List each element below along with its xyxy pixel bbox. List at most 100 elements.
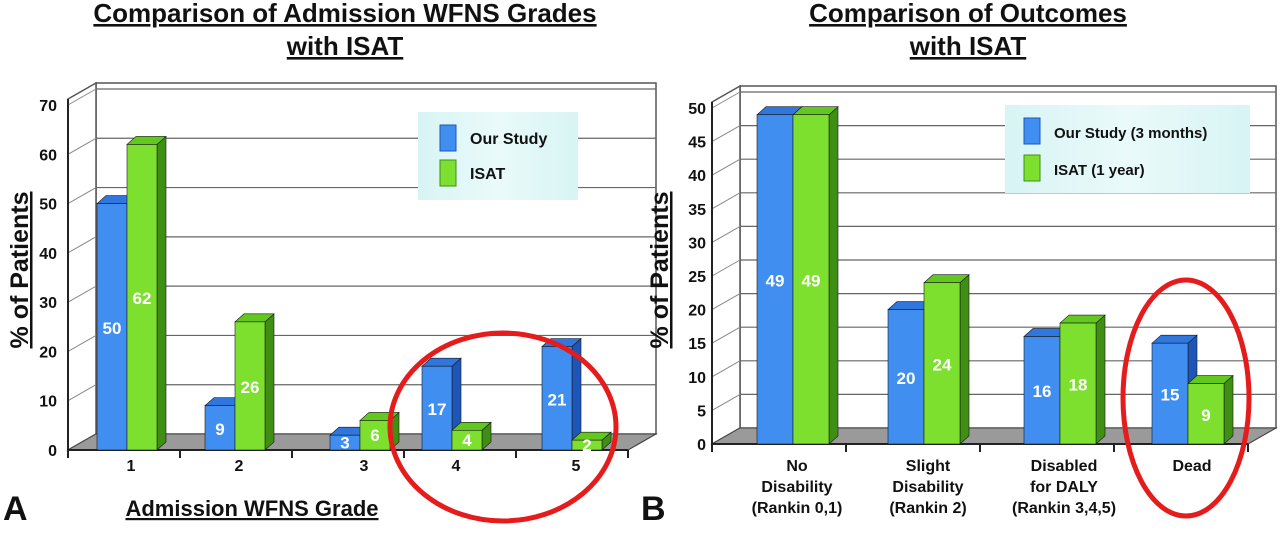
- panel-b-data-label: 16: [1033, 382, 1052, 401]
- panel-b-legend-swatch-2: [1023, 154, 1041, 182]
- panel-b-gridline-side: [711, 225, 741, 243]
- panel-a-y-tick-label: 10: [39, 394, 57, 411]
- panel-b-gridline-side: [711, 192, 741, 210]
- panel-a-category-label: 1: [127, 458, 136, 475]
- panel-b-category-label: (Rankin 0,1): [752, 500, 843, 517]
- panel-b-legend-background: [1005, 105, 1250, 193]
- panel-a-letter: A: [3, 490, 28, 528]
- panel-b-bar: [887, 309, 925, 445]
- panel-b-data-label: 24: [933, 355, 952, 374]
- panel-a-y-tick-label: 30: [39, 295, 57, 312]
- panel-a-gridline-side: [67, 236, 97, 254]
- panel-b-legend-label-1: Our Study (3 months): [1054, 125, 1207, 142]
- panel-b-bar: [1023, 336, 1061, 445]
- panel-a-gridline-side: [67, 88, 97, 106]
- panel-a-legend-label-1: Our Study: [470, 131, 547, 148]
- panel-b-y-tick-label: 10: [688, 370, 706, 387]
- panel-b-floor-edge: [1247, 427, 1277, 445]
- panel-b-category-label: Disability: [892, 479, 963, 496]
- panel-b-bar-group: 49: [792, 106, 839, 445]
- panel-a-category-label: 4: [452, 458, 461, 475]
- panel-b-gridline-side: [711, 91, 741, 109]
- panel-a-category-label: 3: [360, 458, 369, 475]
- panel-b-bar-group: 15: [1151, 334, 1198, 445]
- panel-a-gridline-side: [67, 137, 97, 155]
- panel-a-bar-group: 4: [451, 421, 492, 451]
- panel-b-bar-side: [1095, 314, 1106, 445]
- panel-a-data-label: 62: [133, 289, 152, 308]
- panel-a-y-axis-label: % of Patients: [6, 192, 34, 349]
- panel-a-category-label: 2: [235, 458, 244, 475]
- panel-b-legend: Our Study (3 months) ISAT (1 year): [1005, 105, 1250, 193]
- panel-b-bar-side: [959, 274, 970, 445]
- panel-b-category-label: No: [786, 458, 808, 475]
- panel-a-data-label: 21: [548, 390, 567, 409]
- panel-b-gridline-side: [711, 293, 741, 311]
- panel-a-side-wall: [67, 81, 97, 452]
- panel-a-bar-side: [156, 135, 167, 451]
- panel-b-bar-side: [1223, 374, 1234, 445]
- panel-a-y-tick-label: 60: [39, 147, 57, 164]
- panel-b-y-tick-label: 5: [697, 403, 706, 420]
- panel-b-category-label: (Rankin 2): [889, 500, 966, 517]
- panel-b-category-label: Disabled: [1031, 458, 1098, 475]
- panel-b-bar: [756, 114, 794, 445]
- panel-b-gridline-side: [711, 259, 741, 277]
- panel-b-legend-label-2: ISAT (1 year): [1054, 162, 1145, 179]
- panel-a-bar-group: 2: [571, 431, 612, 455]
- panel-b-title-line2: with ISAT: [909, 31, 1027, 61]
- panel-b-y-tick-label: 0: [697, 437, 706, 454]
- panel-a-title-line1: Comparison of Admission WFNS Grades: [93, 0, 596, 28]
- panel-a-gridline-side: [67, 334, 97, 352]
- panel-a-legend-label-2: ISAT: [470, 166, 505, 183]
- panel-a-legend-swatch-1: [439, 124, 457, 152]
- panel-b-y-tick-label: 25: [688, 269, 706, 286]
- panel-b-data-label: 18: [1069, 376, 1088, 395]
- panel-b-title-line1: Comparison of Outcomes: [809, 0, 1127, 28]
- panel-a-data-label: 17: [428, 400, 447, 419]
- panel-b-y-tick-label: 45: [688, 135, 706, 152]
- panel-b-y-tick-label: 40: [688, 168, 706, 185]
- panel-b-bar: [1059, 322, 1097, 445]
- panel-b-bar-group: 9: [1187, 374, 1234, 445]
- panel-a-data-label: 3: [340, 434, 349, 453]
- panel-a-y-tick-label: 20: [39, 344, 57, 361]
- panel-b-y-tick-label: 35: [688, 202, 706, 219]
- panel-a-y-tick-label: 0: [48, 443, 57, 460]
- panel-a-bar-side: [264, 313, 275, 451]
- panel-a-bar: [541, 346, 573, 451]
- panel-b-gridline-side: [711, 326, 741, 344]
- panel-b-y-tick-label: 30: [688, 235, 706, 252]
- panel-b-data-label: 15: [1161, 386, 1180, 405]
- panel-b-y-tick-label: 15: [688, 336, 706, 353]
- panel-b-gridline-side: [711, 360, 741, 378]
- panel-b-data-label: 20: [897, 369, 916, 388]
- panel-b-y-tick-label: 20: [688, 303, 706, 320]
- panel-b-bar: [792, 114, 830, 445]
- panel-a-y-tick-label: 40: [39, 246, 57, 263]
- panel-a-bar: [204, 405, 236, 451]
- panel-a-x-axis-label: Admission WFNS Grade: [125, 496, 378, 521]
- panel-b-gridline-side: [711, 158, 741, 176]
- panel-a-data-label: 9: [215, 420, 224, 439]
- panel-b-bar: [1151, 342, 1189, 445]
- panel-b-gridline-side: [711, 393, 741, 411]
- panel-a-bar: [571, 439, 603, 451]
- panel-a-bar: [234, 321, 266, 451]
- panel-b-y-tick-label: 50: [688, 101, 706, 118]
- panel-b-bar: [923, 282, 961, 445]
- panel-b-gridline-side: [711, 125, 741, 143]
- panel-b-category-label: for DALY: [1030, 479, 1098, 496]
- panel-a-data-label: 26: [241, 378, 260, 397]
- panel-a-data-label: 50: [103, 319, 122, 338]
- panel-a-bar: [421, 365, 453, 451]
- panel-b-category-label: Disability: [761, 479, 832, 496]
- panel-a-bar: [126, 144, 158, 451]
- panel-b-category-label: Slight: [906, 458, 951, 475]
- panel-b-chart: Comparison of Outcomes with ISAT % of Pa…: [641, 0, 1278, 528]
- panel-b-bar: [1187, 383, 1225, 445]
- panel-a-title-line2: with ISAT: [286, 31, 404, 61]
- panel-a-bar-group: 62: [126, 135, 167, 451]
- panel-a-bar-group: 26: [234, 313, 275, 451]
- panel-a-bar-group: 21: [541, 337, 582, 451]
